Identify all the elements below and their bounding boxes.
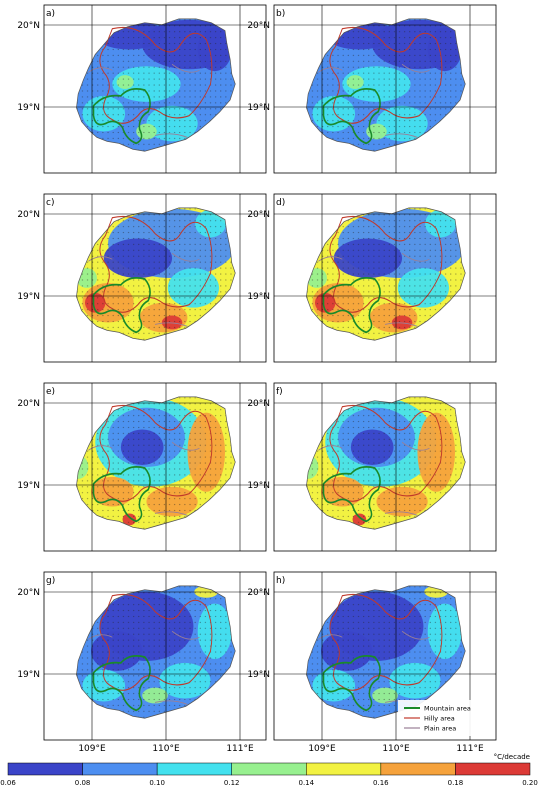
colorbar-segment (7, 762, 83, 776)
mountain-boundary (92, 654, 151, 712)
colorbar-tick: 0.06 (0, 779, 16, 787)
latitude-label: 19°N (17, 670, 40, 680)
colorbar: 0.06 0.08 0.10 0.12 0.14 0.16 0.18 0.20 °C/decad… (0, 753, 538, 787)
map-panel-d: d) 20°N 19°N (247, 193, 497, 363)
coastline (306, 207, 466, 341)
colorbar-tick: 0.10 (149, 779, 165, 787)
legend-label: Plain area (424, 725, 456, 733)
colorbar-tick: 0.12 (224, 779, 240, 787)
plain-boundary (88, 63, 200, 138)
latitude-label: 20°N (247, 210, 270, 220)
coastline (306, 396, 466, 530)
coastline (76, 18, 236, 152)
plain-boundary (88, 441, 200, 516)
coastline (76, 207, 236, 341)
panels-layer: a) 20°N 19°N b) 20°N 19°N c) 20°N 19°N d) 20°N 19°N… (17, 4, 497, 754)
plain-boundary (88, 630, 200, 705)
latitude-label: 19°N (17, 481, 40, 491)
coastline (306, 18, 466, 152)
mountain-boundary (92, 87, 151, 145)
plain-boundary (318, 63, 430, 138)
mountain-boundary (92, 465, 151, 523)
legend-label: Mountain area (424, 705, 471, 713)
latitude-label: 20°N (247, 21, 270, 31)
plain-boundary (318, 252, 430, 327)
map-panel-c: c) 20°N 19°N (17, 193, 267, 363)
colorbar-tick: 0.14 (298, 779, 314, 787)
trend-shading (306, 207, 466, 341)
hilly-boundary (329, 593, 443, 691)
panel-label: g) (46, 576, 55, 586)
map-panel-g: g) 20°N 19°N 109°E 110°E 111°E (17, 571, 267, 754)
latitude-label: 20°N (17, 399, 40, 409)
latitude-label: 20°N (17, 210, 40, 220)
coastline (76, 396, 236, 530)
hilly-boundary (99, 215, 213, 313)
hilly-boundary (329, 215, 443, 313)
map-panel-b: b) 20°N 19°N (247, 4, 497, 174)
boundary-legend: Mountain area Hilly area Plain area (398, 700, 490, 736)
panel-label: c) (46, 198, 54, 208)
colorbar-unit: °C/decade (494, 753, 530, 761)
hilly-boundary (99, 404, 213, 502)
colorbar-tick: 0.16 (373, 779, 389, 787)
mountain-boundary (92, 276, 151, 334)
latitude-label: 19°N (247, 103, 270, 113)
island-map (306, 207, 466, 341)
mountain-boundary (322, 87, 381, 145)
latitude-label: 19°N (17, 292, 40, 302)
latitude-label: 19°N (247, 481, 270, 491)
map-panel-a: a) 20°N 19°N (17, 4, 267, 174)
colorbar-segment (156, 762, 232, 776)
hilly-boundary (329, 26, 443, 124)
plain-boundary (318, 441, 430, 516)
colorbar-segment (380, 762, 456, 776)
latitude-label: 20°N (247, 399, 270, 409)
panel-label: a) (46, 9, 55, 19)
panel-label: d) (276, 198, 285, 208)
latitude-label: 19°N (247, 670, 270, 680)
panel-label: b) (276, 9, 285, 19)
latitude-label: 19°N (247, 292, 270, 302)
longitude-label: 110°E (382, 744, 410, 754)
latitude-label: 20°N (247, 588, 270, 598)
legend-label: Hilly area (424, 715, 455, 723)
colorbar-tick: 0.08 (75, 779, 91, 787)
longitude-label: 110°E (152, 744, 180, 754)
plain-boundary (88, 252, 200, 327)
longitude-label: 111°E (226, 744, 254, 754)
latitude-label: 20°N (17, 588, 40, 598)
panel-label: e) (46, 387, 55, 397)
hilly-boundary (99, 26, 213, 124)
hilly-boundary (329, 404, 443, 502)
map-panel-e: e) 20°N 19°N (17, 382, 267, 552)
coastline (306, 585, 466, 719)
panel-label: f) (276, 387, 283, 397)
colorbar-tick: 0.20 (522, 779, 538, 787)
longitude-label: 111°E (456, 744, 484, 754)
mountain-boundary (322, 276, 381, 334)
latitude-label: 19°N (17, 103, 40, 113)
colorbar-segment (455, 762, 531, 776)
colorbar-segment (82, 762, 158, 776)
coastline (76, 585, 236, 719)
colorbar-segment (231, 762, 307, 776)
latitude-label: 20°N (17, 21, 40, 31)
colorbar-segment (306, 762, 382, 776)
mountain-boundary (322, 465, 381, 523)
longitude-label: 109°E (78, 744, 106, 754)
panel-label: h) (276, 576, 285, 586)
map-panel-f: f) 20°N 19°N (247, 382, 497, 552)
longitude-label: 109°E (308, 744, 336, 754)
colorbar-tick: 0.18 (448, 779, 464, 787)
mountain-boundary (322, 654, 381, 712)
hilly-boundary (99, 593, 213, 691)
